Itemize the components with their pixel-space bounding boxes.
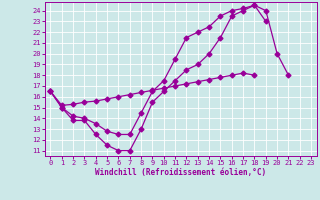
X-axis label: Windchill (Refroidissement éolien,°C): Windchill (Refroidissement éolien,°C)	[95, 168, 266, 177]
